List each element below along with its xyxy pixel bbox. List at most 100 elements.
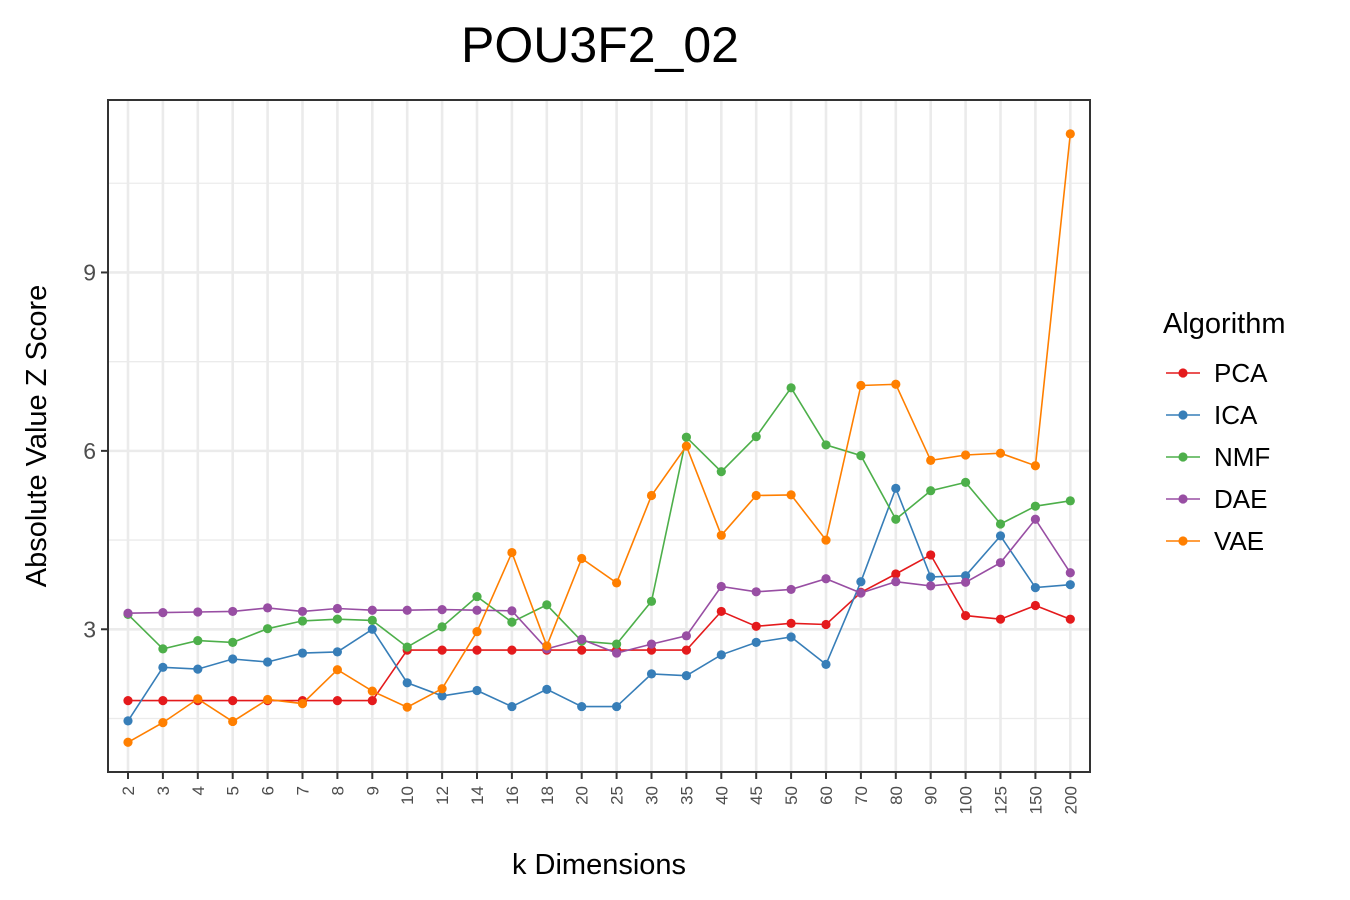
data-point-ica — [646, 669, 657, 679]
legend-items: PCA ICA NMF DAE VAE — [1166, 358, 1270, 556]
data-point-vae — [158, 718, 168, 728]
data-point-ica — [961, 571, 971, 581]
x-tick-label: 35 — [677, 786, 696, 805]
data-point-ica — [472, 685, 482, 696]
data-point-vae — [821, 535, 831, 545]
x-tick-label: 45 — [747, 786, 766, 805]
data-point-dae — [577, 634, 587, 644]
data-point-ica — [1065, 580, 1075, 590]
data-point-dae — [926, 581, 936, 591]
x-tick-label: 18 — [538, 786, 557, 805]
data-point-pca — [367, 696, 377, 706]
data-point-vae — [612, 578, 622, 588]
series-line-vae — [127, 133, 1072, 743]
plot-panel — [107, 99, 1091, 773]
chart-title: POU3F2_02 — [461, 17, 739, 73]
data-point-vae — [1065, 129, 1075, 139]
data-point-vae — [228, 716, 238, 727]
legend-label: DAE — [1214, 484, 1267, 514]
data-point-vae — [193, 694, 203, 704]
data-point-ica — [228, 654, 238, 664]
data-point-ica — [577, 701, 587, 712]
x-tick-label: 100 — [957, 786, 976, 814]
data-point-dae — [681, 631, 692, 641]
x-tick-label: 150 — [1026, 786, 1045, 814]
data-point-ica — [332, 647, 342, 657]
data-point-dae — [228, 606, 238, 617]
data-point-ica — [437, 691, 447, 701]
data-point-dae — [1065, 568, 1075, 578]
data-point-pca — [751, 621, 761, 631]
data-point-pca — [472, 645, 482, 655]
data-point-pca — [995, 614, 1006, 624]
series-dae — [123, 514, 1075, 658]
data-point-pca — [437, 645, 447, 655]
series-layer — [123, 129, 1075, 747]
x-tick-label: 2 — [119, 786, 138, 795]
data-point-nmf — [542, 600, 552, 610]
x-tick-label: 30 — [643, 786, 662, 805]
data-point-dae — [123, 608, 133, 618]
data-point-ica — [297, 648, 308, 658]
data-point-pca — [577, 645, 587, 655]
data-point-ica — [856, 577, 866, 587]
x-tick-label: 70 — [852, 786, 871, 805]
data-point-ica — [612, 701, 622, 712]
data-point-nmf — [1065, 496, 1075, 506]
data-point-nmf — [821, 440, 831, 450]
legend-label: PCA — [1214, 358, 1268, 388]
x-tick-label: 7 — [294, 786, 313, 795]
x-tick-label: 125 — [992, 786, 1011, 814]
data-point-nmf — [472, 591, 482, 602]
data-point-vae — [263, 694, 273, 705]
series-line-dae — [127, 517, 1071, 654]
y-tick-label: 6 — [83, 438, 96, 464]
data-point-pca — [123, 696, 133, 706]
x-tick-label: 80 — [887, 786, 906, 805]
data-point-pca — [891, 569, 901, 579]
data-point-dae — [786, 584, 796, 595]
data-point-pca — [332, 696, 342, 706]
series-line-pca — [128, 553, 1071, 702]
data-point-vae — [297, 699, 308, 709]
data-point-nmf — [193, 635, 203, 646]
data-point-ica — [193, 664, 203, 674]
legend-key-point — [1178, 410, 1188, 420]
data-point-vae — [472, 627, 482, 637]
data-point-ica — [891, 483, 901, 493]
legend-item-ica: ICA — [1166, 400, 1258, 430]
data-point-dae — [158, 608, 168, 618]
y-tick-label: 9 — [83, 259, 96, 285]
legend-key-point — [1178, 494, 1188, 504]
data-point-nmf — [437, 622, 447, 632]
series-line-ica — [127, 486, 1071, 722]
legend-label: VAE — [1214, 526, 1264, 556]
panel-border — [107, 99, 1091, 773]
x-tick-label: 16 — [503, 786, 522, 805]
series-vae — [123, 129, 1075, 747]
legend-item-dae: DAE — [1166, 484, 1267, 514]
data-point-vae — [891, 379, 901, 389]
data-point-nmf — [507, 617, 517, 627]
data-point-nmf — [926, 486, 936, 496]
data-point-vae — [681, 441, 692, 451]
y-tick-label: 3 — [83, 616, 96, 642]
data-point-vae — [542, 641, 552, 651]
x-tick-label: 10 — [398, 786, 417, 805]
data-point-pca — [786, 618, 796, 628]
data-point-nmf — [612, 639, 622, 649]
data-point-pca — [681, 645, 692, 655]
x-tick-label: 200 — [1061, 786, 1080, 814]
data-point-vae — [926, 455, 936, 465]
data-point-nmf — [646, 596, 657, 606]
data-point-dae — [437, 605, 447, 615]
x-tick-label: 20 — [573, 786, 592, 805]
x-axis-title: k Dimensions — [512, 849, 686, 881]
data-point-ica — [716, 650, 726, 660]
data-point-ica — [123, 716, 133, 726]
data-point-pca — [821, 619, 831, 630]
legend-label: NMF — [1214, 442, 1270, 472]
x-tick-label: 8 — [328, 786, 347, 795]
series-ica — [123, 483, 1075, 726]
data-point-pca — [1030, 600, 1040, 611]
